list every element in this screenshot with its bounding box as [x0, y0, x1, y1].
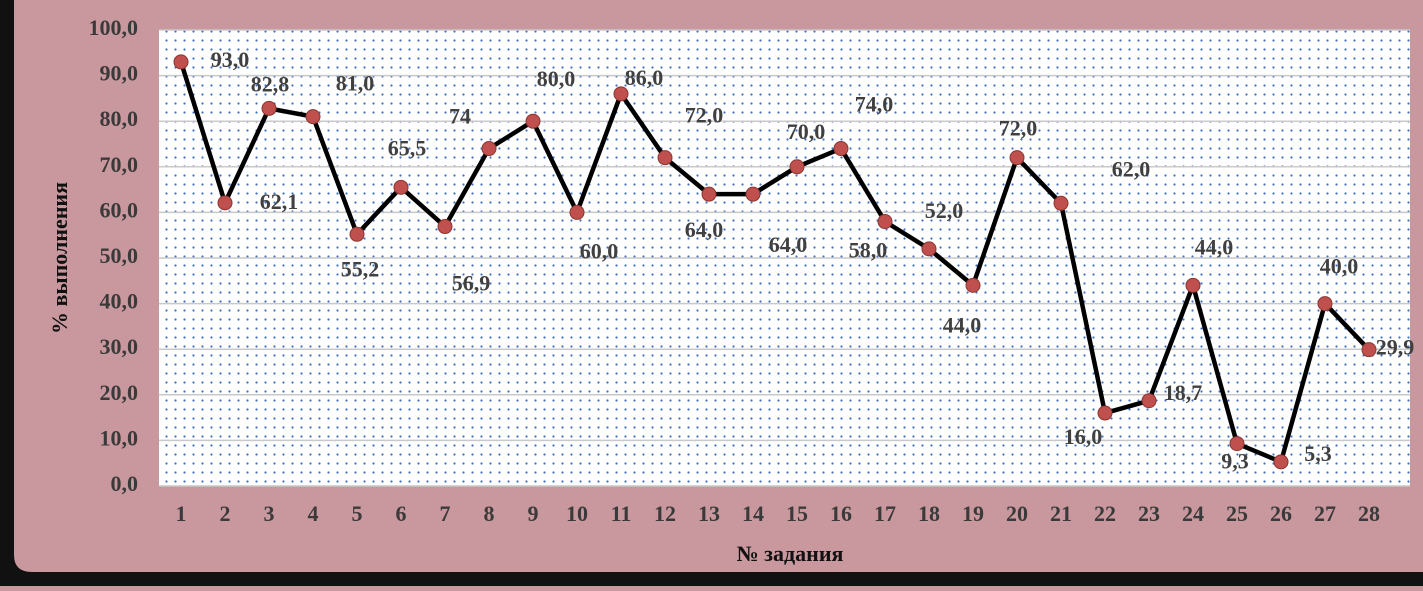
x-tick-label: 11 [611, 501, 632, 526]
x-tick-label: 7 [440, 501, 451, 526]
marker [1361, 342, 1377, 358]
x-tick-label: 22 [1094, 501, 1116, 526]
data-label: 60,0 [580, 238, 619, 263]
marker [1185, 277, 1201, 293]
data-label: 44,0 [943, 312, 982, 337]
y-tick-label: 100,0 [89, 15, 139, 40]
marker [877, 214, 893, 230]
data-label: 58,0 [849, 238, 888, 263]
marker [1273, 454, 1289, 470]
x-tick-label: 18 [918, 501, 940, 526]
data-label: 18,7 [1164, 380, 1203, 405]
y-tick-label: 80,0 [100, 106, 139, 131]
data-label: 74,0 [855, 92, 894, 117]
marker [745, 186, 761, 202]
marker [1053, 195, 1069, 211]
data-label: 93,0 [211, 47, 250, 72]
data-label: 72,0 [685, 103, 724, 128]
x-tick-label: 24 [1182, 501, 1204, 526]
marker [217, 195, 233, 211]
x-tick-label: 5 [352, 501, 363, 526]
x-tick-label: 19 [962, 501, 984, 526]
data-label: 82,8 [251, 71, 290, 96]
marker [481, 141, 497, 157]
marker [965, 277, 981, 293]
x-tick-label: 26 [1270, 501, 1292, 526]
data-label: 5,3 [1304, 441, 1332, 466]
data-label: 56,9 [452, 271, 491, 296]
data-label: 86,0 [625, 65, 664, 90]
x-tick-label: 4 [308, 501, 319, 526]
y-tick-label: 10,0 [100, 425, 139, 450]
data-label: 62,0 [1112, 156, 1151, 181]
marker [569, 204, 585, 220]
marker [305, 109, 321, 125]
marker [525, 113, 541, 129]
x-tick-label: 17 [874, 501, 896, 526]
y-tick-label: 70,0 [100, 152, 139, 177]
y-tick-label: 30,0 [100, 334, 139, 359]
marker [921, 241, 937, 257]
y-tick-label: 50,0 [100, 243, 139, 268]
marker [701, 186, 717, 202]
data-label: 74 [449, 104, 471, 129]
x-tick-label: 10 [566, 501, 588, 526]
x-tick-label: 25 [1226, 501, 1248, 526]
marker [833, 141, 849, 157]
marker [261, 100, 277, 116]
marker [349, 226, 365, 242]
marker [1317, 296, 1333, 312]
x-tick-label: 15 [786, 501, 808, 526]
y-tick-label: 60,0 [100, 197, 139, 222]
x-tick-label: 12 [654, 501, 676, 526]
x-tick-label: 1 [176, 501, 187, 526]
x-axis-title: № задания [737, 541, 844, 566]
data-label: 44,0 [1195, 234, 1234, 259]
y-tick-label: 40,0 [100, 289, 139, 314]
data-label: 81,0 [336, 71, 375, 96]
data-label: 80,0 [537, 66, 576, 91]
x-tick-label: 14 [742, 501, 764, 526]
y-tick-label: 90,0 [100, 61, 139, 86]
data-label: 40,0 [1320, 254, 1359, 279]
data-label: 70,0 [787, 119, 826, 144]
marker [173, 54, 189, 70]
x-tick-label: 6 [396, 501, 407, 526]
data-label: 64,0 [769, 232, 808, 257]
line [178, 61, 1371, 465]
x-tick-label: 2 [220, 501, 231, 526]
x-tick-label: 23 [1138, 501, 1160, 526]
marker [393, 179, 409, 195]
marker [1141, 393, 1157, 409]
data-label: 29,9 [1376, 335, 1415, 360]
data-label: 72,0 [999, 116, 1038, 141]
data-label: 9,3 [1221, 449, 1249, 474]
data-label: 65,5 [388, 135, 427, 160]
x-tick-label: 9 [528, 501, 539, 526]
marker [613, 86, 629, 102]
x-tick-label: 28 [1358, 501, 1380, 526]
x-tick-label: 20 [1006, 501, 1028, 526]
x-tick-label: 27 [1314, 501, 1336, 526]
x-tick-label: 16 [830, 501, 852, 526]
marker [1097, 405, 1113, 421]
marker [657, 150, 673, 166]
x-tick-label: 21 [1050, 501, 1072, 526]
data-label: 64,0 [685, 217, 724, 242]
data-label: 62,1 [260, 189, 299, 214]
data-label: 52,0 [925, 198, 964, 223]
marker [789, 159, 805, 175]
data-label: 16,0 [1064, 424, 1103, 449]
y-tick-label: 20,0 [100, 380, 139, 405]
x-tick-label: 13 [698, 501, 720, 526]
data-label: 55,2 [341, 256, 380, 281]
x-tick-label: 8 [484, 501, 495, 526]
y-axis-title: % выполнения [47, 182, 72, 334]
marker [437, 219, 453, 235]
y-tick-label: 0,0 [111, 471, 139, 496]
x-tick-label: 3 [264, 501, 275, 526]
marker [1009, 150, 1025, 166]
marker [1229, 436, 1245, 452]
